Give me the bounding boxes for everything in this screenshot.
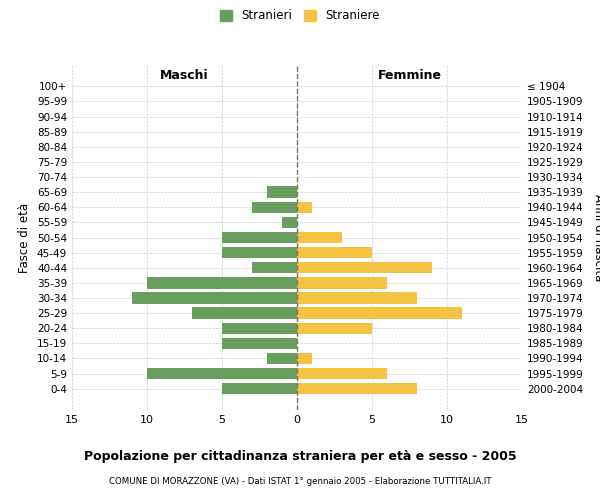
Bar bbox=[297, 322, 372, 334]
Bar bbox=[297, 292, 417, 304]
Bar bbox=[222, 247, 297, 258]
Bar bbox=[222, 322, 297, 334]
Legend: Stranieri, Straniere: Stranieri, Straniere bbox=[217, 6, 383, 26]
Text: COMUNE DI MORAZZONE (VA) - Dati ISTAT 1° gennaio 2005 - Elaborazione TUTTITALIA.: COMUNE DI MORAZZONE (VA) - Dati ISTAT 1°… bbox=[109, 478, 491, 486]
Bar bbox=[297, 202, 312, 213]
Bar bbox=[192, 308, 297, 318]
Bar bbox=[252, 262, 297, 274]
Bar bbox=[297, 308, 462, 318]
Bar bbox=[297, 368, 387, 379]
Bar bbox=[297, 262, 432, 274]
Bar bbox=[252, 202, 297, 213]
Bar bbox=[297, 383, 417, 394]
Bar bbox=[297, 247, 372, 258]
Bar bbox=[147, 277, 297, 288]
Text: Maschi: Maschi bbox=[160, 70, 209, 82]
Bar bbox=[147, 368, 297, 379]
Bar bbox=[222, 232, 297, 243]
Text: Femmine: Femmine bbox=[377, 70, 442, 82]
Bar bbox=[222, 383, 297, 394]
Y-axis label: Fasce di età: Fasce di età bbox=[19, 202, 31, 272]
Y-axis label: Anni di nascita: Anni di nascita bbox=[592, 194, 600, 281]
Bar bbox=[282, 216, 297, 228]
Bar bbox=[297, 232, 342, 243]
Bar bbox=[267, 186, 297, 198]
Text: Popolazione per cittadinanza straniera per età e sesso - 2005: Popolazione per cittadinanza straniera p… bbox=[83, 450, 517, 463]
Bar bbox=[297, 353, 312, 364]
Bar bbox=[222, 338, 297, 349]
Bar bbox=[297, 277, 387, 288]
Bar bbox=[132, 292, 297, 304]
Bar bbox=[267, 353, 297, 364]
